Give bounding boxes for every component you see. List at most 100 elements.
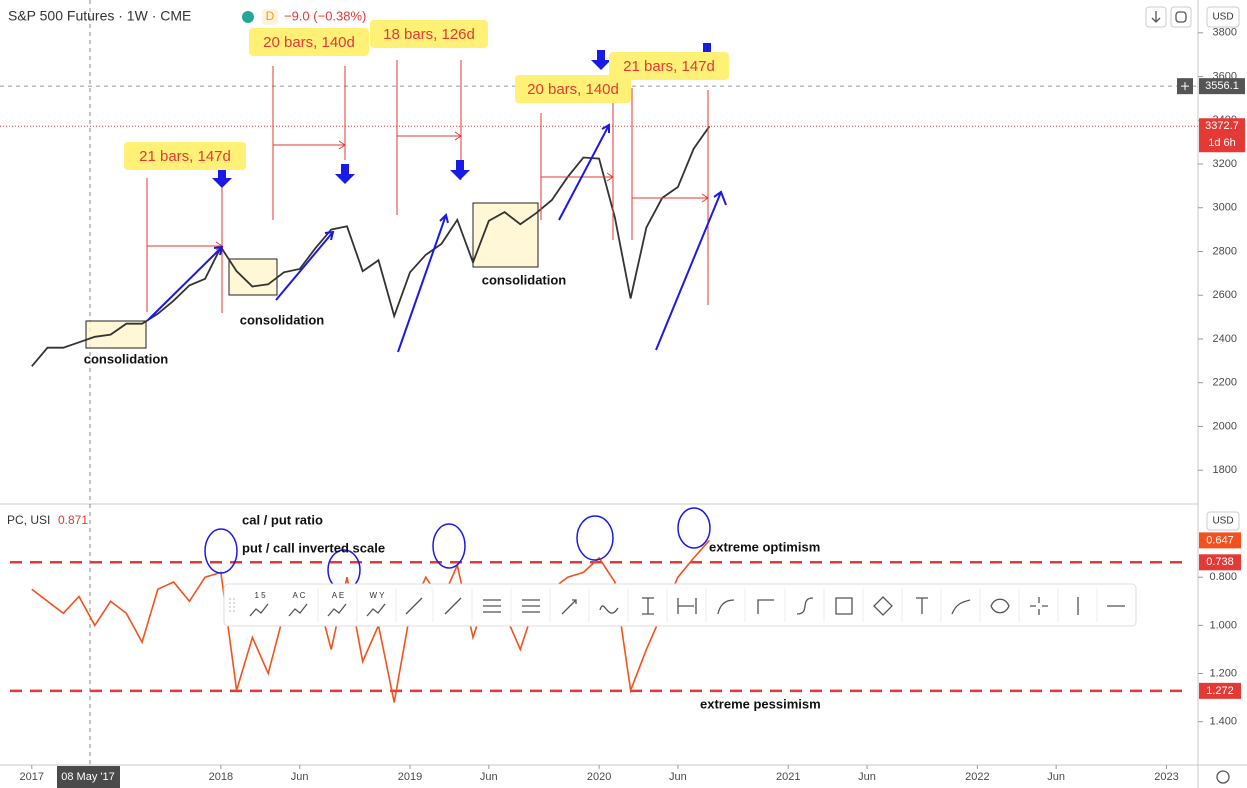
currency-button[interactable] [1206,6,1240,28]
toolbar-icon[interactable] [327,603,347,617]
y-tick-label: 3800 [1213,27,1237,39]
currency-button[interactable] [1206,511,1240,531]
status-dot [242,11,254,23]
plus-icon [1181,82,1189,91]
x-tick-label: Jun [858,771,876,783]
reference-label-box [1199,682,1241,699]
toolbar-icon[interactable] [366,603,386,617]
toolbar-icon[interactable] [642,597,654,615]
trend-arrow [147,245,224,321]
toolbar-icon[interactable] [561,599,577,615]
x-tick-label: 2018 [209,771,233,783]
x-tick-label: 2017 [20,771,44,783]
toolbar-icon[interactable] [990,598,1010,614]
down-arrow [450,160,470,180]
measure-label: 20 bars, 140d [263,34,355,51]
toolbar-icon[interactable] [444,597,462,615]
currency: USD [1212,12,1233,23]
y-tick-label: 2400 [1213,333,1237,345]
x-tick-label: Jun [1047,771,1065,783]
last-value-label: 0.647 [1206,534,1234,546]
x-tick-label: 2022 [965,771,989,783]
price-line-label-box [1199,78,1245,95]
reference-label: 0.738 [1206,556,1234,568]
toolbar-icon[interactable] [757,599,774,614]
toolbar-icon[interactable] [951,599,971,615]
note: consolidation [482,272,567,287]
settings-icon[interactable] [1216,770,1230,784]
toolbar-icon-label: A C [293,591,306,600]
highlight-circle [677,507,711,549]
y-tick-label: 2800 [1213,245,1237,257]
note: extreme pessimism [700,696,821,711]
reference-label: 1.272 [1206,685,1234,697]
badge-box [262,9,278,25]
y-tick-label: 3200 [1213,158,1237,170]
down-arrow [335,164,355,184]
reset-icon [1175,11,1187,23]
measure-label: 20 bars, 140d [527,81,619,98]
toolbar-icon[interactable] [873,596,893,616]
y-tick-label: 1.400 [1209,716,1237,728]
toolbar-icon[interactable] [288,603,308,617]
price-line-label: 3556.1 [1205,80,1239,92]
measure-label-box [515,75,631,103]
toolbar-icon-label: A E [332,591,344,600]
consolidation-box [228,258,278,296]
toolbar-icon[interactable] [677,598,697,614]
symbol-title: S&P 500 Futures · 1W · CME [8,8,191,24]
toolbar-icon[interactable] [599,605,619,614]
x-tick-label: Jun [669,771,687,783]
trend-arrow [655,190,727,351]
consolidation-box [85,320,147,349]
toolbar-icon[interactable] [717,599,735,615]
toolbar-icon[interactable] [796,597,814,615]
measure-label-box [124,142,246,170]
measure-label: 21 bars, 147d [139,148,231,165]
x-tick-label: Jun [291,771,309,783]
measure-label-box [609,52,729,80]
y-tick-label: 1.000 [1209,619,1237,631]
y-tick-label: 3000 [1213,202,1237,214]
last-value-box [1199,532,1241,549]
last-price-box [1199,118,1245,153]
down-arrow [212,168,232,188]
last-price-label: 3372.7 [1205,120,1239,132]
y-tick-label: 0.800 [1209,571,1237,583]
toolbar-icon-label: 1 5 [254,591,266,600]
highlight-circle [576,515,614,561]
y-tick-label: 1800 [1213,464,1237,476]
trend-arrow [275,230,335,301]
toolbar-icon[interactable] [522,599,540,613]
toolbar-icon[interactable] [483,599,501,613]
reset-button[interactable] [1170,6,1192,28]
toolbar-icon[interactable] [1030,597,1048,615]
x-tick-label: 2020 [587,771,611,783]
highlight-circle [432,523,466,569]
toolbar-icons: 1 5 A C A E W Y [229,588,1125,622]
measure-labels: 21 bars, 147d 20 bars, 140d 18 bars, 126… [124,20,729,170]
series-line [31,125,711,367]
note: extreme optimism [709,539,820,554]
x-tick-label: 2019 [398,771,422,783]
y-tick-label: 2200 [1213,377,1237,389]
toolbar-icon[interactable] [405,597,423,615]
toolbar-icon-label: W Y [370,591,386,600]
indicator-value: 0.871 [58,513,88,527]
measure-label-box [249,28,369,56]
toolbar-icon[interactable] [835,597,853,615]
measure-label: 21 bars, 147d [623,58,715,75]
reference-label-box [1199,554,1241,571]
toolbar-icon[interactable] [249,603,269,617]
scroll-icon [1151,11,1161,23]
x-tick-label: Jun [480,771,498,783]
y-tick-label: 1.200 [1209,667,1237,679]
down-arrow [591,50,611,70]
price-change: −9.0 (−0.38%) [284,8,366,23]
note: consolidation [240,312,325,327]
note: put / call inverted scale [242,540,385,555]
toolbar-icon[interactable] [916,597,928,614]
y-tick-label: 2000 [1213,420,1237,432]
